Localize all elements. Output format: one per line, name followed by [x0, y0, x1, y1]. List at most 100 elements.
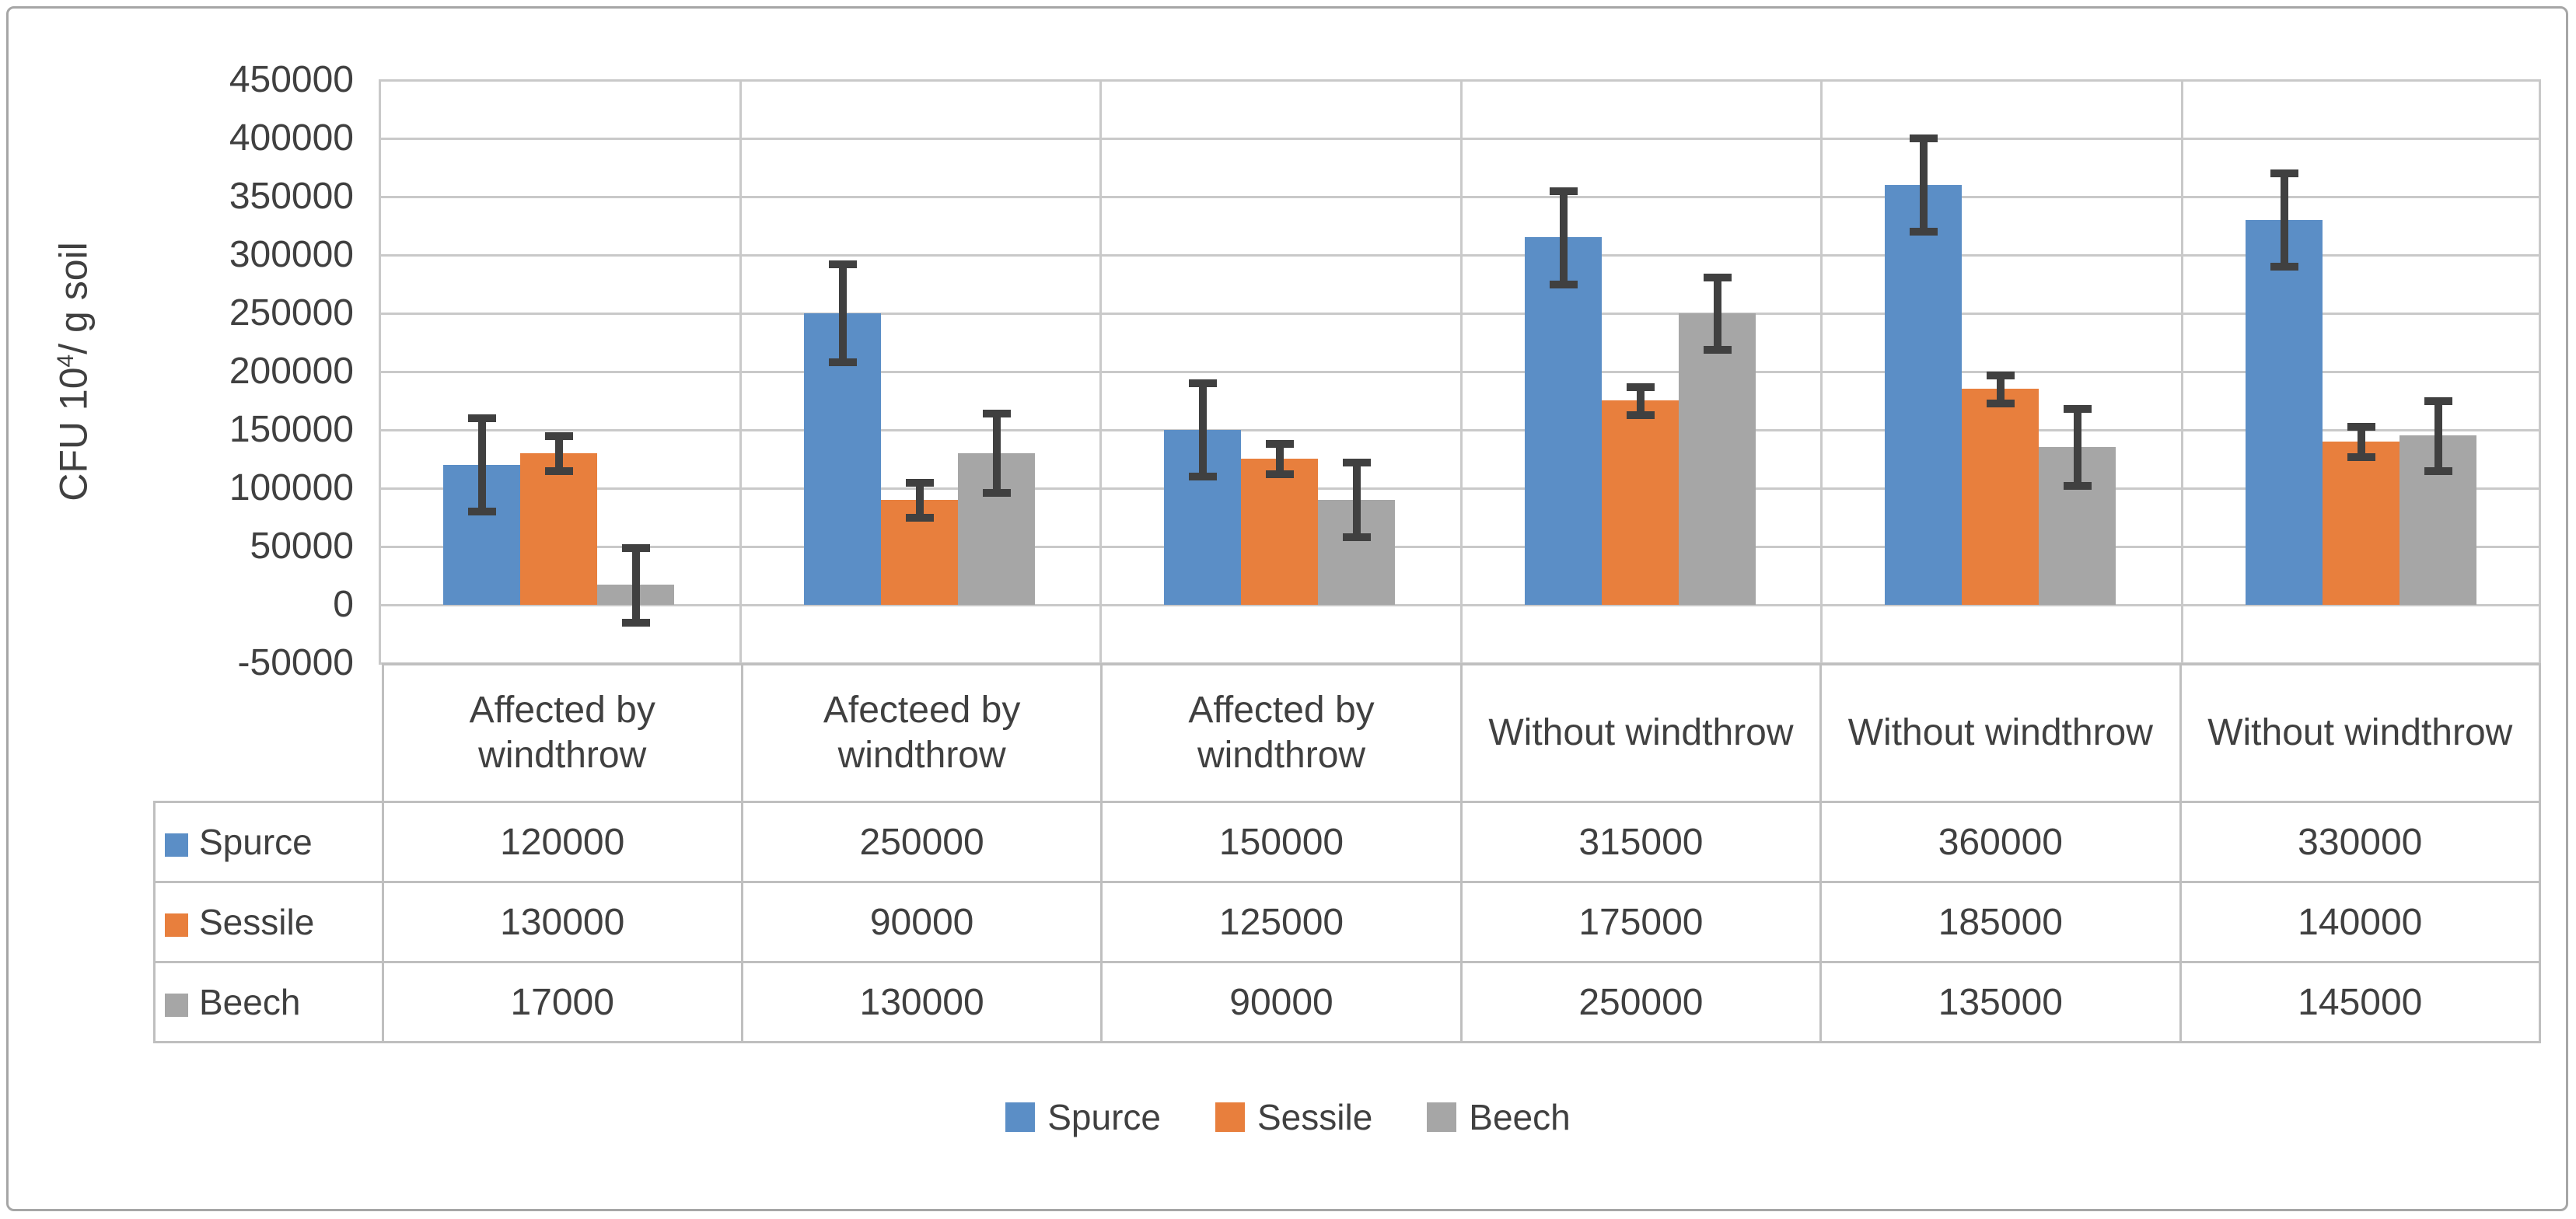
error-bar-bottom-cap — [905, 514, 934, 522]
y-tick-label: -50000 — [237, 642, 354, 683]
error-bar-bottom-cap — [1549, 281, 1578, 288]
y-tick-label: 300000 — [229, 234, 354, 275]
legend-swatch-sessile — [1215, 1102, 1245, 1132]
error-bar-bottom-cap — [1342, 533, 1371, 541]
error-bar-stem-sessile-group3 — [1275, 444, 1284, 474]
error-bar-stem-sessile-group4 — [1636, 387, 1645, 415]
error-bar-stem-beech-group3 — [1352, 463, 1361, 537]
error-bar-bottom-cap — [1909, 228, 1938, 236]
legend-key-swatch-sessile — [165, 913, 188, 937]
error-bar-stem-spurce-group4 — [1559, 191, 1568, 285]
error-bar-bottom-cap — [2063, 482, 2092, 490]
error-bar-top-cap — [2063, 405, 2092, 413]
error-bar-top-cap — [1909, 134, 1938, 142]
legend-item-spurce: Spurce — [1005, 1096, 1161, 1138]
legend-label: Spurce — [1047, 1097, 1161, 1137]
data-table: Affected by windthrow Afecteed by windthr… — [153, 663, 2542, 1043]
error-bar-stem-beech-group2 — [992, 414, 1001, 493]
series-name-cell: Beech — [153, 961, 384, 1043]
y-tick-label: 250000 — [229, 292, 354, 334]
error-bar-top-cap — [1265, 440, 1294, 448]
horizontal-gridline — [379, 487, 2541, 490]
table-value-cell: 185000 — [1819, 881, 2182, 963]
table-value-cell: 17000 — [381, 961, 743, 1043]
table-value-cell: 140000 — [2179, 881, 2542, 963]
error-bar-stem-beech-group4 — [1713, 278, 1721, 350]
error-bar-stem-sessile-group1 — [554, 436, 563, 471]
error-bar-bottom-cap — [1986, 400, 2015, 407]
error-bar-bottom-cap — [1626, 411, 1655, 419]
bar-spurce-group6 — [2246, 220, 2323, 605]
category-label: Without windthrow — [2179, 663, 2542, 803]
horizontal-gridline — [379, 604, 2541, 606]
error-bar-stem-beech-group6 — [2434, 401, 2442, 471]
error-bar-stem-sessile-group6 — [2357, 427, 2365, 457]
bar-beech-group4 — [1679, 313, 1756, 605]
horizontal-gridline — [379, 662, 2541, 665]
error-bar-top-cap — [905, 479, 934, 487]
bar-sessile-group1 — [520, 453, 597, 605]
category-label: Without windthrow — [1459, 663, 1823, 803]
error-bar-top-cap — [1986, 372, 2015, 379]
error-bar-top-cap — [1549, 187, 1578, 195]
category-divider-line — [379, 80, 381, 663]
y-tick-label: 450000 — [229, 59, 354, 100]
error-bar-stem-spurce-group1 — [477, 418, 486, 512]
table-row-beech: Beech 17000 130000 90000 250000 135000 145000 — [153, 961, 2542, 1043]
table-row-spurce: Spurce 120000 250000 150000 315000 360000 3300… — [153, 801, 2542, 883]
error-bar-stem-spurce-group6 — [2280, 173, 2288, 267]
legend-key-swatch-beech — [165, 994, 188, 1017]
category-label: Without windthrow — [1819, 663, 2182, 803]
table-value-cell: 175000 — [1459, 881, 1823, 963]
table-value-cell: 150000 — [1100, 801, 1463, 883]
category-divider-line — [1820, 80, 1823, 663]
horizontal-gridline — [379, 196, 2541, 198]
error-bar-bottom-cap — [621, 619, 650, 627]
error-bar-top-cap — [544, 432, 573, 440]
error-bar-stem-sessile-group5 — [1996, 375, 2005, 403]
y-tick-label: 100000 — [229, 467, 354, 508]
horizontal-gridline — [379, 429, 2541, 431]
category-divider-line — [2539, 80, 2541, 663]
y-axis-title-text: CFU 10 — [51, 367, 96, 501]
legend-item-beech: Beech — [1427, 1096, 1571, 1138]
table-corner-spacer — [155, 665, 383, 802]
y-tick-label: 350000 — [229, 176, 354, 217]
legend-label: Beech — [1469, 1097, 1571, 1137]
series-name-label: Spurce — [199, 822, 313, 862]
error-bar-bottom-cap — [2347, 453, 2375, 461]
error-bar-top-cap — [1626, 383, 1655, 391]
table-value-cell: 135000 — [1819, 961, 2182, 1043]
legend-swatch-spurce — [1005, 1102, 1036, 1132]
horizontal-gridline — [379, 371, 2541, 373]
horizontal-gridline — [379, 313, 2541, 315]
bar-spurce-group4 — [1525, 237, 1602, 605]
legend-swatch-beech — [1427, 1102, 1457, 1132]
bar-sessile-group4 — [1602, 400, 1679, 605]
bar-spurce-group5 — [1885, 185, 1962, 605]
error-bar-top-cap — [982, 410, 1011, 417]
error-bar-top-cap — [1342, 459, 1371, 466]
series-name-label: Sessile — [199, 902, 315, 942]
category-label: Afecteed by windthrow — [740, 663, 1103, 803]
error-bar-stem-beech-group5 — [2073, 409, 2081, 486]
plot-area — [379, 79, 2541, 665]
table-value-cell: 120000 — [381, 801, 743, 883]
table-value-cell: 315000 — [1459, 801, 1823, 883]
y-axis-title-unit: / g soil — [51, 242, 96, 355]
error-bar-top-cap — [2347, 423, 2375, 431]
error-bar-bottom-cap — [1188, 473, 1217, 480]
error-bar-top-cap — [828, 260, 857, 268]
bar-sessile-group6 — [2323, 442, 2399, 605]
error-bar-stem-sessile-group2 — [915, 483, 924, 518]
error-bar-bottom-cap — [467, 508, 496, 515]
error-bar-bottom-cap — [1265, 470, 1294, 478]
y-tick-label: 150000 — [229, 409, 354, 450]
y-tick-label: 200000 — [229, 351, 354, 392]
error-bar-top-cap — [2424, 397, 2452, 405]
error-bar-bottom-cap — [828, 358, 857, 366]
y-axis-tick-labels: 450000 400000 350000 300000 250000 200000 1500… — [109, 59, 354, 683]
table-value-cell: 145000 — [2179, 961, 2542, 1043]
table-value-cell: 90000 — [740, 881, 1103, 963]
error-bar-stem-spurce-group2 — [838, 264, 847, 362]
